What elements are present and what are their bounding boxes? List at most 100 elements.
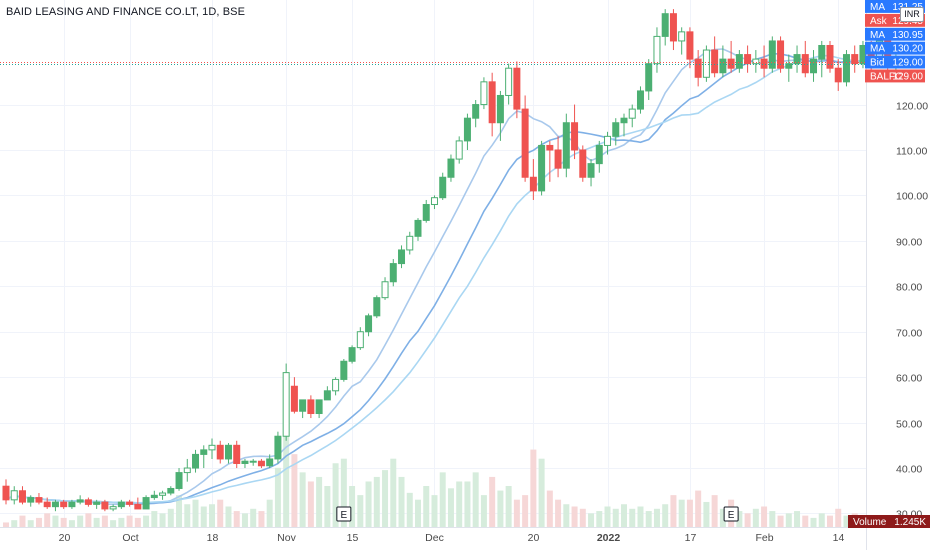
volume-bar: [11, 520, 18, 527]
volume-bar: [283, 435, 290, 527]
candle: [653, 27, 661, 73]
volume-bar: [637, 506, 644, 527]
volume-bar: [406, 492, 413, 527]
price-tag-name: MA: [870, 30, 885, 41]
currency-badge[interactable]: INR: [900, 7, 924, 22]
volume-bar: [291, 454, 298, 527]
candle: [389, 259, 397, 287]
price-tag-bg: [865, 55, 925, 69]
candle: [35, 493, 43, 505]
volume-bar: [250, 508, 257, 527]
candle: [68, 499, 76, 509]
volume-bar: [217, 499, 224, 527]
candle-body: [414, 219, 422, 237]
candle: [447, 154, 455, 182]
earnings-marker: E: [336, 506, 352, 522]
candle: [455, 136, 463, 164]
candle: [282, 363, 290, 441]
candle-body: [183, 467, 191, 474]
candle: [422, 199, 430, 223]
volume-bar: [60, 517, 67, 527]
candle-body: [678, 31, 686, 42]
candle-body: [554, 149, 562, 169]
candle-body: [18, 490, 26, 503]
candle: [216, 440, 224, 464]
candle: [752, 50, 760, 73]
candle: [562, 113, 570, 178]
candle: [620, 113, 628, 137]
time-axis[interactable]: 20 Oct 18 Nov 15 Dec 20 2022 17 Feb 14: [59, 532, 845, 544]
candle: [702, 45, 710, 82]
volume-bar: [93, 517, 100, 527]
candle: [398, 245, 406, 269]
candle-body: [587, 163, 595, 178]
candle: [546, 140, 554, 182]
candle: [430, 195, 438, 210]
candle: [727, 40, 735, 73]
candle-body: [315, 399, 323, 415]
candle-body: [727, 58, 735, 69]
y-tick-label: 60.00: [896, 373, 922, 385]
candle: [18, 486, 26, 505]
candle-body: [68, 501, 76, 508]
candle: [332, 377, 340, 396]
candle-body: [719, 58, 727, 74]
candle-body: [571, 122, 579, 151]
volume-bar: [794, 511, 801, 527]
candle-body: [348, 347, 356, 362]
earnings-marker-letter: E: [728, 510, 735, 521]
candle: [529, 159, 537, 200]
candle: [661, 9, 669, 46]
candle: [513, 61, 521, 119]
candle: [669, 9, 677, 51]
volume-bar: [480, 495, 487, 527]
volume-bar: [810, 517, 817, 527]
volume-bar: [134, 517, 141, 527]
volume-bar: [233, 511, 240, 527]
candle-body: [241, 460, 249, 464]
candle-body: [521, 108, 529, 178]
volume-bar: [258, 511, 265, 527]
candle: [381, 277, 389, 300]
earnings-marker-letter: E: [341, 510, 348, 521]
candle-body: [661, 13, 669, 37]
candle-body: [686, 31, 694, 60]
candle-body: [694, 58, 702, 78]
candle: [167, 486, 175, 496]
volume-bar: [653, 508, 660, 527]
volume-bar: [68, 520, 75, 527]
volume-bar: [513, 499, 520, 527]
price-tag-name: BALFC: [870, 72, 902, 83]
candle-body: [224, 444, 232, 460]
candle-body: [381, 281, 389, 299]
candle-body: [126, 501, 134, 505]
candle-body: [117, 501, 125, 508]
candle-body: [109, 506, 117, 510]
price-tag-ma: MA 130.20: [865, 41, 925, 55]
candle: [818, 40, 826, 78]
price-tag-name: Ask: [870, 16, 888, 27]
earnings-marker-box: [723, 506, 739, 522]
candle: [777, 36, 785, 73]
candle-body: [768, 40, 776, 69]
candle: [43, 497, 51, 509]
candle: [636, 86, 644, 114]
candle-body: [323, 390, 331, 401]
candle-body: [134, 503, 142, 510]
candle: [241, 458, 249, 469]
candle-body: [406, 235, 414, 251]
volume-bar: [299, 472, 306, 527]
volume-bar: [176, 495, 183, 527]
volume-bar: [522, 495, 529, 527]
candle: [826, 40, 834, 73]
y-tick-label: 90.00: [896, 237, 922, 249]
candle-body: [826, 44, 834, 69]
price-tag-value: 129.00: [892, 58, 923, 69]
candle: [744, 45, 752, 73]
volume-bar: [596, 511, 603, 527]
candle: [793, 45, 801, 73]
x-tick-label: 18: [207, 532, 219, 544]
candle-body: [818, 44, 826, 60]
volume-bar: [752, 508, 759, 527]
